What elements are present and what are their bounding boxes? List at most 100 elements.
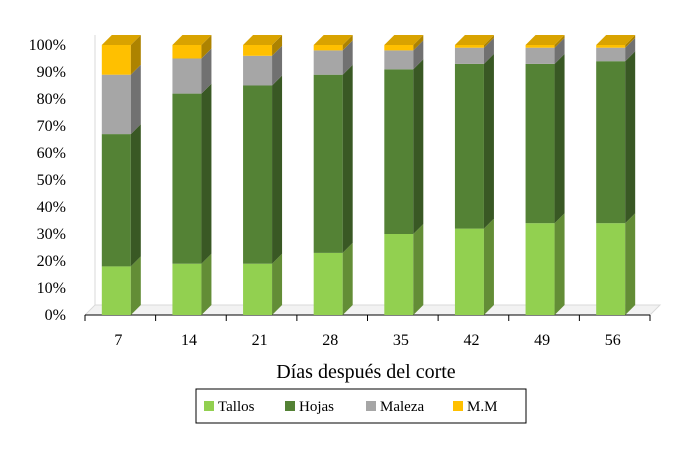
bar-segment	[525, 45, 555, 48]
y-axis-tick-label: 20%	[37, 253, 66, 270]
bar-segment-side	[554, 35, 565, 48]
bar-segment	[243, 85, 273, 264]
legend-item: M.M	[453, 399, 497, 415]
x-axis-tick-label: 14	[181, 332, 197, 349]
chart-floor	[83, 304, 662, 316]
bar-segment	[101, 266, 131, 315]
y-axis-tick-label: 90%	[37, 64, 66, 81]
bar-segment-top	[172, 35, 212, 45]
y-axis-tick-label: 30%	[37, 226, 66, 243]
bar-segment-side	[413, 35, 424, 51]
bar-stack	[101, 35, 141, 315]
bar-segment	[525, 223, 555, 315]
legend-swatch	[366, 401, 376, 411]
bar-segment	[172, 58, 202, 94]
bar-segment	[313, 45, 343, 51]
legend-label: M.M	[467, 399, 497, 415]
bar-segment-side	[483, 35, 494, 48]
y-axis-tick-label: 70%	[37, 118, 66, 135]
legend-box	[195, 388, 527, 424]
bar-segment-side	[554, 53, 565, 224]
y-axis-tick-label: 0%	[45, 307, 66, 324]
bar-segment-side	[342, 40, 353, 75]
y-axis-tick-label: 40%	[37, 199, 66, 216]
bar-segment	[384, 50, 414, 70]
bar-segment	[454, 228, 484, 315]
bar-segment-top	[454, 35, 494, 45]
bar-segment	[596, 45, 626, 48]
bar-segment	[101, 134, 131, 267]
x-axis-tick-label: 49	[534, 332, 550, 349]
x-axis-tick-label: 35	[393, 332, 409, 349]
bar-segment	[454, 63, 484, 229]
bar-segment-side	[130, 124, 141, 267]
y-axis-tick-label: 80%	[37, 91, 66, 108]
x-axis-tick-label: 7	[114, 332, 122, 349]
legend-swatch	[285, 401, 295, 411]
bar-segment-top	[101, 35, 141, 45]
bar-segment-top	[243, 35, 283, 45]
bar-segment-side	[413, 59, 424, 234]
y-axis-tick-label: 10%	[37, 280, 66, 297]
legend-item: Maleza	[366, 399, 424, 415]
bar-segment	[525, 47, 555, 64]
bar-stack	[243, 35, 283, 315]
bar-segment	[384, 45, 414, 51]
bar-segment	[313, 252, 343, 315]
bar-segment-side	[201, 48, 212, 94]
bar-segment-side	[130, 256, 141, 315]
y-axis-tick-label: 60%	[37, 145, 66, 162]
bar-segment-side	[272, 45, 283, 86]
bar-segment	[172, 263, 202, 315]
bar-segment-side	[625, 213, 636, 315]
x-axis-tick-label: 42	[463, 332, 479, 349]
bar-segment-side	[625, 51, 636, 224]
legend-swatch	[453, 401, 463, 411]
bar-segment-side	[413, 224, 424, 315]
legend-label: Hojas	[299, 399, 334, 415]
bar-segment	[172, 93, 202, 264]
bar-segment-side	[130, 64, 141, 135]
legend-label: Tallos	[218, 399, 255, 415]
bar-segment-top	[313, 35, 353, 45]
bar-segment-side	[201, 83, 212, 264]
bar-segment-side	[554, 37, 565, 64]
bar-segment-side	[342, 242, 353, 315]
bar-segment	[243, 45, 273, 56]
legend-item: Hojas	[285, 399, 334, 415]
bar-segment	[596, 61, 626, 224]
bar-segment	[525, 63, 555, 224]
bar-segment-side	[342, 35, 353, 51]
bar-segment-side	[342, 64, 353, 253]
bar-segment	[384, 234, 414, 315]
legend-item: Tallos	[204, 399, 255, 415]
legend-label: Maleza	[380, 399, 424, 415]
bar-segment-side	[130, 35, 141, 75]
bar-segment	[101, 45, 131, 75]
bar-segment	[596, 223, 626, 315]
bar-segment-side	[272, 35, 283, 56]
bar-segment-side	[272, 75, 283, 264]
x-axis-tick-labels: 7 14 21 28 35 42 49 56	[114, 332, 620, 349]
y-axis-tick-label: 100%	[29, 37, 66, 54]
y-axis-tick-labels: 0% 10% 20% 30% 40% 50% 60% 70% 80% 90% 100%	[29, 37, 66, 324]
chart-axes	[84, 314, 651, 321]
bar-segment-top	[525, 35, 565, 45]
bar-segment-top	[384, 35, 424, 45]
legend-swatch	[204, 401, 214, 411]
bar-segment	[454, 47, 484, 64]
bar-stack	[172, 35, 212, 315]
bar-stack	[596, 35, 636, 315]
bar-segment-side	[554, 213, 565, 315]
bar-segment-side	[413, 40, 424, 70]
bar-stack	[313, 35, 353, 315]
bar-segment	[454, 45, 484, 48]
bar-segment	[313, 74, 343, 253]
bar-segment	[313, 50, 343, 75]
bar-stack	[525, 35, 565, 315]
chart-bars	[101, 35, 636, 315]
bar-segment-top	[596, 35, 636, 45]
bar-segment	[384, 69, 414, 234]
bar-segment	[243, 263, 273, 315]
